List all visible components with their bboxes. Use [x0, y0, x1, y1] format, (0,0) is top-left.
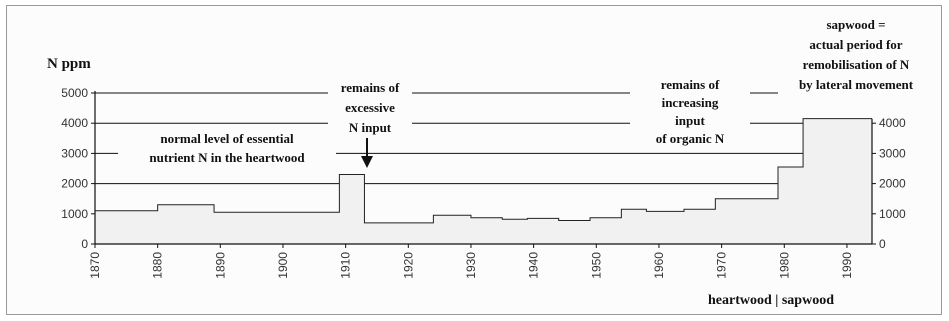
- annotation-line: increasing: [662, 95, 719, 110]
- annotation-line: sapwood =: [826, 17, 885, 32]
- y-right-tick-label: 3000: [879, 146, 906, 160]
- annotation-line: remains of: [341, 80, 400, 95]
- annotation-line: input: [675, 113, 705, 128]
- annotation-line: N input: [349, 120, 392, 135]
- annotation-normal-level: normal level of essential nutrient N in …: [118, 126, 336, 168]
- x-axis-label: heartwood | sapwood: [708, 293, 834, 308]
- y-axis-label: N ppm: [47, 56, 91, 72]
- annotation-line: nutrient N in the heartwood: [149, 150, 305, 165]
- y-tick-label: 2000: [61, 177, 88, 191]
- x-tick-label: 1990: [840, 252, 854, 279]
- x-tick-label: 1940: [527, 252, 541, 279]
- annotation-sapwood: sapwood = actual period for remobilisati…: [778, 12, 934, 96]
- annotation-line: by lateral movement: [799, 77, 914, 92]
- y-right-tick-label: 2000: [879, 177, 906, 191]
- y-tick-label: 4000: [61, 116, 88, 130]
- annotation-line: normal level of essential: [160, 131, 294, 146]
- x-tick-label: 1980: [777, 252, 791, 279]
- annotation-line: excessive: [345, 100, 395, 115]
- x-tick-label: 1900: [276, 252, 290, 279]
- y-right-tick-label: 4000: [879, 116, 906, 130]
- y-tick-label: 0: [81, 237, 88, 251]
- y-right-tick-label: 0: [879, 237, 886, 251]
- x-tick-label: 1920: [401, 252, 415, 279]
- x-tick-label: 1970: [715, 252, 729, 279]
- y-tick-label: 3000: [61, 146, 88, 160]
- annotation-line: of organic N: [656, 131, 725, 146]
- x-tick-label: 1930: [464, 252, 478, 279]
- x-tick-label: 1870: [88, 252, 102, 279]
- series-line: [95, 118, 872, 224]
- annotation-organic-input: remains of increasing input of organic N: [630, 72, 750, 152]
- annotation-line: remains of: [661, 77, 720, 92]
- x-tick-label: 1950: [589, 252, 603, 279]
- y-tick-label: 1000: [61, 207, 88, 221]
- y-right-tick-label: 1000: [879, 207, 906, 221]
- x-tick-label: 1890: [213, 252, 227, 279]
- x-tick-label: 1960: [652, 252, 666, 279]
- y-tick-label: 5000: [61, 86, 88, 100]
- x-tick-label: 1880: [151, 252, 165, 279]
- x-tick-label: 1910: [339, 252, 353, 279]
- annotation-line: actual period for: [809, 37, 902, 52]
- annotation-line: remobilisation of N: [803, 57, 910, 72]
- arrow-down-icon: [361, 156, 373, 168]
- annotation-excessive-input: remains of excessive N input: [328, 75, 412, 168]
